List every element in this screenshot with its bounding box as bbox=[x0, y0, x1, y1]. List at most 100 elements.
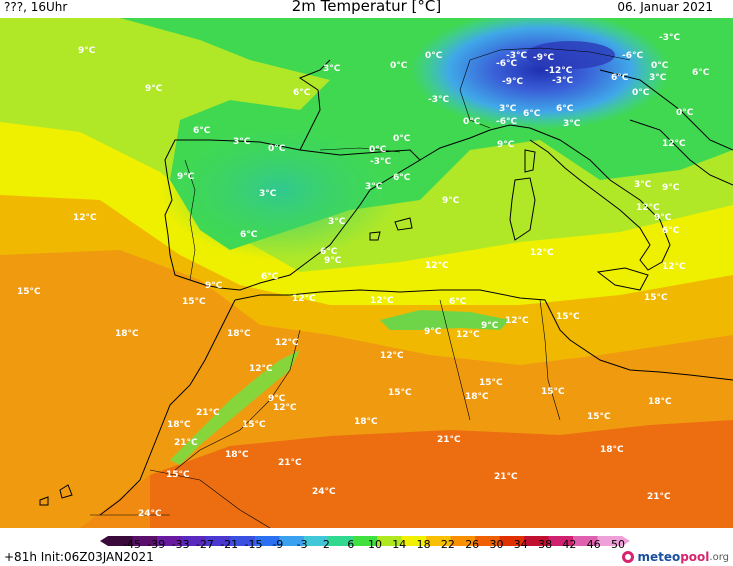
scale-tick-label: 34 bbox=[513, 538, 528, 551]
scale-tick-label: 6 bbox=[347, 538, 355, 551]
temperature-label: 0°C bbox=[393, 134, 411, 144]
temperature-label: 6°C bbox=[662, 226, 680, 236]
temperature-label: 3°C bbox=[499, 104, 517, 114]
scale-tick-label: 50 bbox=[611, 538, 625, 551]
color-scale-bar bbox=[100, 531, 630, 546]
scale-tick-label: -9 bbox=[272, 538, 284, 551]
temperature-label: 0°C bbox=[463, 117, 481, 127]
scale-tick-label: 38 bbox=[538, 538, 553, 551]
temperature-label: 18°C bbox=[465, 392, 489, 402]
temperature-label: -6°C bbox=[496, 59, 517, 69]
scale-tick-label: -33 bbox=[171, 538, 190, 551]
temperature-label: 15°C bbox=[479, 378, 503, 388]
temperature-label: 9°C bbox=[177, 172, 195, 182]
temperature-label: 9°C bbox=[424, 327, 442, 337]
scale-tick-label: 22 bbox=[440, 538, 455, 551]
temperature-label: 9°C bbox=[654, 213, 672, 223]
temperature-label: 3°C bbox=[365, 182, 383, 192]
temperature-label: 9°C bbox=[205, 281, 223, 291]
temperature-label: 18°C bbox=[225, 450, 249, 460]
warm-band bbox=[0, 190, 733, 365]
temperature-label: 12°C bbox=[662, 139, 686, 149]
scale-tick-label: 14 bbox=[392, 538, 407, 551]
temperature-label: -12°C bbox=[545, 66, 573, 76]
temperature-label: 0°C bbox=[632, 88, 650, 98]
temperature-label: 21°C bbox=[278, 458, 302, 468]
temperature-label: -3°C bbox=[659, 33, 680, 43]
temperature-labels: 9°C3°C 0°C0°C -3°C -9°C-6°C-12°C-6°C-3°C0°C… bbox=[17, 33, 710, 519]
temperature-label: 15°C bbox=[587, 412, 611, 422]
scale-tick-label: -3 bbox=[296, 538, 308, 551]
temperature-label: 9°C bbox=[145, 84, 163, 94]
scale-tick-label: 42 bbox=[562, 538, 577, 551]
temperature-label: 0°C bbox=[369, 145, 387, 155]
logo-text-3: .org bbox=[709, 551, 729, 563]
temperature-label: 12°C bbox=[505, 316, 529, 326]
temperature-label: 15°C bbox=[556, 312, 580, 322]
temperature-label: 6°C bbox=[293, 88, 311, 98]
temperature-label: 12°C bbox=[662, 262, 686, 272]
alps-cold-core bbox=[525, 41, 615, 69]
temperature-label: 21°C bbox=[494, 472, 518, 482]
temperature-label: 0°C bbox=[268, 144, 286, 154]
model-run-label: +81h Init:06Z03JAN2021 bbox=[4, 550, 154, 564]
temperature-label: 9°C bbox=[324, 256, 342, 266]
temperature-label: 0°C bbox=[651, 61, 669, 71]
temperature-label: -6°C bbox=[622, 51, 643, 61]
temperature-label: -3°C bbox=[506, 51, 527, 61]
temperature-label: 9°C bbox=[662, 183, 680, 193]
temperature-label: 24°C bbox=[138, 509, 162, 519]
temperature-label: 12°C bbox=[275, 338, 299, 348]
mediterranean-zone bbox=[0, 120, 733, 305]
forecast-time-label: ???, 16Uhr bbox=[4, 0, 68, 14]
meteopool-logo: meteo pool .org bbox=[622, 550, 729, 564]
sahara-zone bbox=[150, 410, 733, 528]
temperature-label: 3°C bbox=[328, 217, 346, 227]
temperature-label: 9°C bbox=[268, 394, 286, 404]
temperature-label: 15°C bbox=[644, 293, 668, 303]
temperature-label: -9°C bbox=[502, 77, 523, 87]
temperature-label: 15°C bbox=[166, 470, 190, 480]
temperature-label: 6°C bbox=[393, 173, 411, 183]
logo-text-1: meteo bbox=[637, 550, 681, 564]
temperature-label: 12°C bbox=[73, 213, 97, 223]
temperature-label: 6°C bbox=[261, 272, 279, 282]
temperature-label: 3°C bbox=[259, 189, 277, 199]
temperature-label: 12°C bbox=[292, 294, 316, 304]
temperature-label: 18°C bbox=[648, 397, 672, 407]
temperature-label: -3°C bbox=[370, 157, 391, 167]
temperature-map: 9°C3°C 0°C0°C -3°C -9°C-6°C-12°C-6°C-3°C0°C… bbox=[0, 18, 733, 528]
iberia-cool-zone bbox=[160, 120, 400, 260]
temperature-label: 15°C bbox=[388, 388, 412, 398]
temperature-label: 12°C bbox=[530, 248, 554, 258]
scale-tick-label: -45 bbox=[123, 538, 141, 551]
temperature-label: 6°C bbox=[556, 104, 574, 114]
map-title: 2m Temperatur [°C] bbox=[291, 0, 442, 15]
temperature-label: 3°C bbox=[563, 119, 581, 129]
scale-tick-label: 26 bbox=[465, 538, 480, 551]
scale-tick-label: -15 bbox=[244, 538, 263, 551]
scale-tick-label: 10 bbox=[368, 538, 382, 551]
temperature-label: -3°C bbox=[552, 76, 573, 86]
scale-tick-label: 30 bbox=[489, 538, 504, 551]
temperature-label: 18°C bbox=[115, 329, 139, 339]
temperature-label: 9°C bbox=[78, 46, 96, 56]
temperature-label: 6°C bbox=[692, 68, 710, 78]
temperature-label: 12°C bbox=[380, 351, 404, 361]
temperature-label: 3°C bbox=[233, 137, 251, 147]
logo-icon bbox=[622, 551, 635, 563]
alps-cold-zone bbox=[410, 18, 670, 130]
temperature-label: 9°C bbox=[497, 140, 515, 150]
scale-tick-label: -21 bbox=[220, 538, 239, 551]
temperature-label: 18°C bbox=[227, 329, 251, 339]
temperature-label: 21°C bbox=[437, 435, 461, 445]
temperature-label: -6°C bbox=[496, 117, 517, 127]
temperature-label: 15°C bbox=[242, 420, 266, 430]
scale-tick-label: 18 bbox=[416, 538, 431, 551]
temperature-label: 12°C bbox=[425, 261, 449, 271]
temperature-label: 12°C bbox=[456, 330, 480, 340]
temperature-label: 6°C bbox=[449, 297, 467, 307]
temperature-label: 15°C bbox=[541, 387, 565, 397]
temperature-label: 18°C bbox=[600, 445, 624, 455]
